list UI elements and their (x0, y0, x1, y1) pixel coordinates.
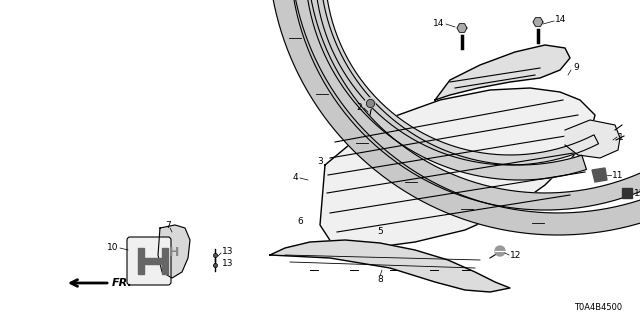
Polygon shape (138, 248, 144, 274)
Polygon shape (622, 188, 632, 198)
Polygon shape (435, 45, 570, 100)
Text: 15: 15 (634, 188, 640, 197)
Text: 7: 7 (165, 220, 171, 229)
Text: 13: 13 (222, 247, 234, 257)
Polygon shape (592, 168, 607, 182)
Polygon shape (457, 24, 467, 32)
Polygon shape (270, 240, 510, 292)
Text: 8: 8 (377, 276, 383, 284)
Polygon shape (533, 18, 543, 26)
Text: 6: 6 (297, 218, 303, 227)
Text: 11: 11 (612, 171, 623, 180)
Text: H: H (169, 245, 179, 259)
Text: T0A4B4500: T0A4B4500 (574, 303, 622, 312)
Text: FR.: FR. (112, 278, 132, 288)
Polygon shape (320, 88, 595, 248)
Text: 14: 14 (433, 20, 444, 28)
Text: 13: 13 (222, 259, 234, 268)
Circle shape (495, 246, 505, 256)
Circle shape (365, 98, 375, 108)
Text: 9: 9 (573, 63, 579, 73)
Polygon shape (158, 225, 190, 278)
Text: 12: 12 (510, 251, 522, 260)
Text: 2: 2 (356, 103, 362, 113)
Polygon shape (315, 0, 598, 165)
Text: 14: 14 (555, 14, 566, 23)
Text: 10: 10 (106, 244, 118, 252)
Polygon shape (268, 0, 640, 235)
FancyBboxPatch shape (127, 237, 171, 285)
Text: 5: 5 (377, 228, 383, 236)
Polygon shape (162, 248, 168, 274)
Text: 4: 4 (292, 173, 298, 182)
Polygon shape (144, 258, 162, 264)
Polygon shape (290, 0, 640, 210)
Polygon shape (305, 0, 586, 180)
Polygon shape (565, 120, 620, 158)
Text: 1: 1 (618, 132, 624, 141)
Text: 3: 3 (317, 157, 323, 166)
